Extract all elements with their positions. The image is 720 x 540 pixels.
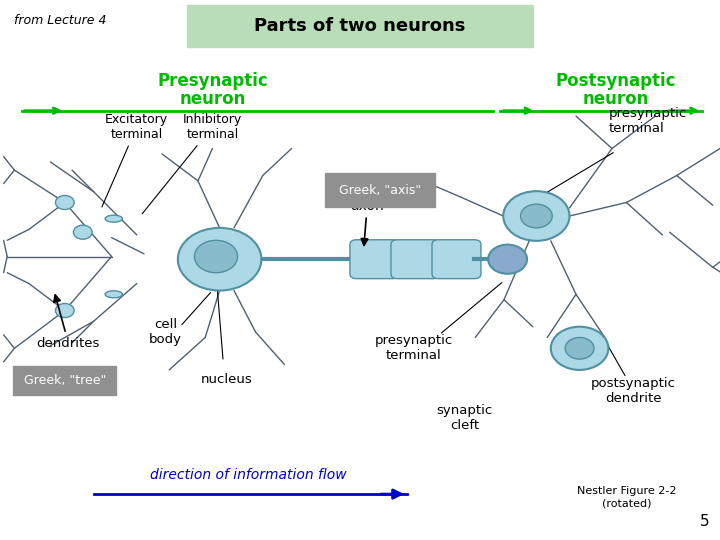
Text: postsynaptic
dendrite: postsynaptic dendrite xyxy=(591,377,676,406)
Text: synaptic
cleft: synaptic cleft xyxy=(436,404,492,433)
Text: Postsynaptic
neuron: Postsynaptic neuron xyxy=(555,72,676,108)
Circle shape xyxy=(194,240,238,273)
Circle shape xyxy=(55,195,74,210)
FancyBboxPatch shape xyxy=(13,366,116,395)
Text: presynaptic
terminal: presynaptic terminal xyxy=(608,107,687,136)
Circle shape xyxy=(565,338,594,359)
Circle shape xyxy=(488,245,527,274)
Text: Presynaptic
neuron: Presynaptic neuron xyxy=(157,72,268,108)
Circle shape xyxy=(503,191,570,241)
FancyBboxPatch shape xyxy=(391,240,440,279)
Circle shape xyxy=(551,327,608,370)
Circle shape xyxy=(521,204,552,228)
Text: Greek, "tree": Greek, "tree" xyxy=(24,374,106,387)
Text: Parts of two neurons: Parts of two neurons xyxy=(254,17,466,35)
Text: dendrites: dendrites xyxy=(37,295,100,350)
FancyBboxPatch shape xyxy=(187,5,533,47)
Text: presynaptic
terminal: presynaptic terminal xyxy=(375,334,453,362)
Text: from Lecture 4: from Lecture 4 xyxy=(14,14,107,26)
Text: Greek, "axis": Greek, "axis" xyxy=(339,184,421,197)
Text: Inhibitory
terminal: Inhibitory terminal xyxy=(142,113,242,214)
Text: direction of information flow: direction of information flow xyxy=(150,468,347,482)
Circle shape xyxy=(55,303,74,318)
Text: Excitatory
terminal: Excitatory terminal xyxy=(102,113,168,207)
FancyBboxPatch shape xyxy=(325,173,435,207)
Text: nucleus: nucleus xyxy=(201,373,253,387)
Ellipse shape xyxy=(105,291,122,298)
Text: 5: 5 xyxy=(700,515,709,530)
Text: Nestler Figure 2-2
(rotated): Nestler Figure 2-2 (rotated) xyxy=(577,486,676,509)
Ellipse shape xyxy=(105,215,122,222)
Text: axon: axon xyxy=(351,199,384,245)
Circle shape xyxy=(73,225,92,239)
FancyBboxPatch shape xyxy=(350,240,399,279)
Circle shape xyxy=(178,228,261,291)
FancyBboxPatch shape xyxy=(432,240,481,279)
Text: cell
body: cell body xyxy=(149,318,182,346)
